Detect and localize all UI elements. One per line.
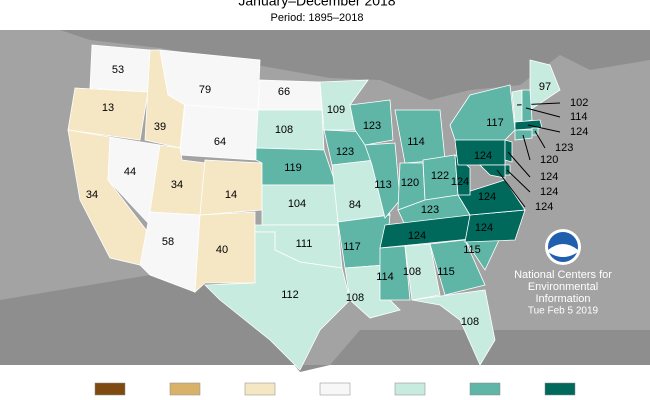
state-label: 115 xyxy=(437,266,455,278)
state-label: 39 xyxy=(154,121,166,133)
state-label: 124 xyxy=(451,176,469,188)
callout-line xyxy=(534,130,546,149)
state-label: 124 xyxy=(540,186,558,198)
state-label: 124 xyxy=(408,230,426,242)
legend-swatch xyxy=(244,382,276,396)
callout-line xyxy=(522,134,531,161)
state-label: 108 xyxy=(461,316,479,328)
state-label: 102 xyxy=(570,97,588,109)
state-label: 123 xyxy=(336,146,354,158)
state-label: 14 xyxy=(225,189,237,201)
state xyxy=(67,87,149,141)
state-label: 53 xyxy=(112,64,124,76)
state-label: 34 xyxy=(171,179,183,191)
callout-line xyxy=(527,124,561,133)
credit-date: Tue Feb 5 2019 xyxy=(528,306,599,317)
state-label: 117 xyxy=(486,117,504,129)
state-label: 111 xyxy=(296,238,313,250)
state-label: 115 xyxy=(463,244,481,256)
callout-line xyxy=(506,169,531,193)
map-title: January–December 2018 xyxy=(238,0,395,9)
logo-gull xyxy=(548,244,578,257)
state-label: 109 xyxy=(327,104,345,116)
state xyxy=(504,139,513,163)
legend-swatch xyxy=(469,382,501,396)
state-label: 124 xyxy=(570,126,588,138)
state-label: 124 xyxy=(478,191,496,203)
map-subtitle: Period: 1895–2018 xyxy=(271,12,364,24)
state-label: 120 xyxy=(401,177,419,189)
legend-swatch xyxy=(394,382,426,396)
state-label: 97 xyxy=(539,81,551,93)
legend-swatch xyxy=(169,382,201,396)
state-label: 44 xyxy=(124,166,136,178)
state xyxy=(179,104,259,161)
state-label: 120 xyxy=(540,154,558,166)
state xyxy=(457,179,526,216)
state-label: 108 xyxy=(403,266,421,278)
state-label: 123 xyxy=(363,120,381,132)
state-label: 114 xyxy=(407,136,425,148)
state xyxy=(194,211,256,293)
state xyxy=(139,211,201,293)
state xyxy=(429,239,486,296)
state-label: 124 xyxy=(475,222,493,234)
state-label: 40 xyxy=(216,244,228,256)
state-label: 64 xyxy=(214,136,226,148)
state xyxy=(204,231,351,371)
state-label: 122 xyxy=(431,170,449,182)
state-label: 58 xyxy=(162,236,174,248)
state xyxy=(404,243,441,301)
state-label: 124 xyxy=(540,171,558,183)
state-label: 112 xyxy=(281,289,299,301)
state-label: 124 xyxy=(535,201,553,213)
legend-swatch xyxy=(544,382,576,396)
state xyxy=(199,159,263,216)
credit-line: National Centers for xyxy=(514,269,612,281)
legend-swatch xyxy=(94,382,126,396)
states: 53 13 34 44 39 79 64 34 14 58 40 66 108 119 104 111 112 1… xyxy=(67,44,588,371)
state-label: 108 xyxy=(275,124,293,136)
surrounding-land xyxy=(0,30,650,372)
state-label: 124 xyxy=(474,150,492,162)
state-label: 66 xyxy=(278,86,290,98)
state-label: 114 xyxy=(570,111,588,123)
state-label: 114 xyxy=(376,271,394,283)
callout-line xyxy=(496,169,526,208)
state-label: 84 xyxy=(349,199,361,211)
state-label: 123 xyxy=(421,204,439,216)
state xyxy=(379,245,411,301)
callout-line xyxy=(525,107,561,118)
state-label: 104 xyxy=(288,198,306,210)
state-label: 113 xyxy=(374,179,392,191)
noaa-logo xyxy=(545,229,581,265)
credit-line: Environmental xyxy=(528,281,598,293)
state-label: 13 xyxy=(102,102,114,114)
legend-swatch xyxy=(319,382,351,396)
state-label: 117 xyxy=(343,241,361,253)
state xyxy=(411,289,496,366)
credit-line: Information xyxy=(535,293,590,305)
state-label: 123 xyxy=(555,142,573,154)
state xyxy=(479,164,506,179)
state-label: 34 xyxy=(86,189,98,201)
state-label: 108 xyxy=(346,292,364,304)
state xyxy=(364,142,401,219)
state xyxy=(521,89,533,123)
legend xyxy=(94,382,576,396)
state-label: 79 xyxy=(199,84,211,96)
state-label: 119 xyxy=(284,162,302,174)
callout-line xyxy=(507,151,531,178)
state xyxy=(349,99,394,146)
